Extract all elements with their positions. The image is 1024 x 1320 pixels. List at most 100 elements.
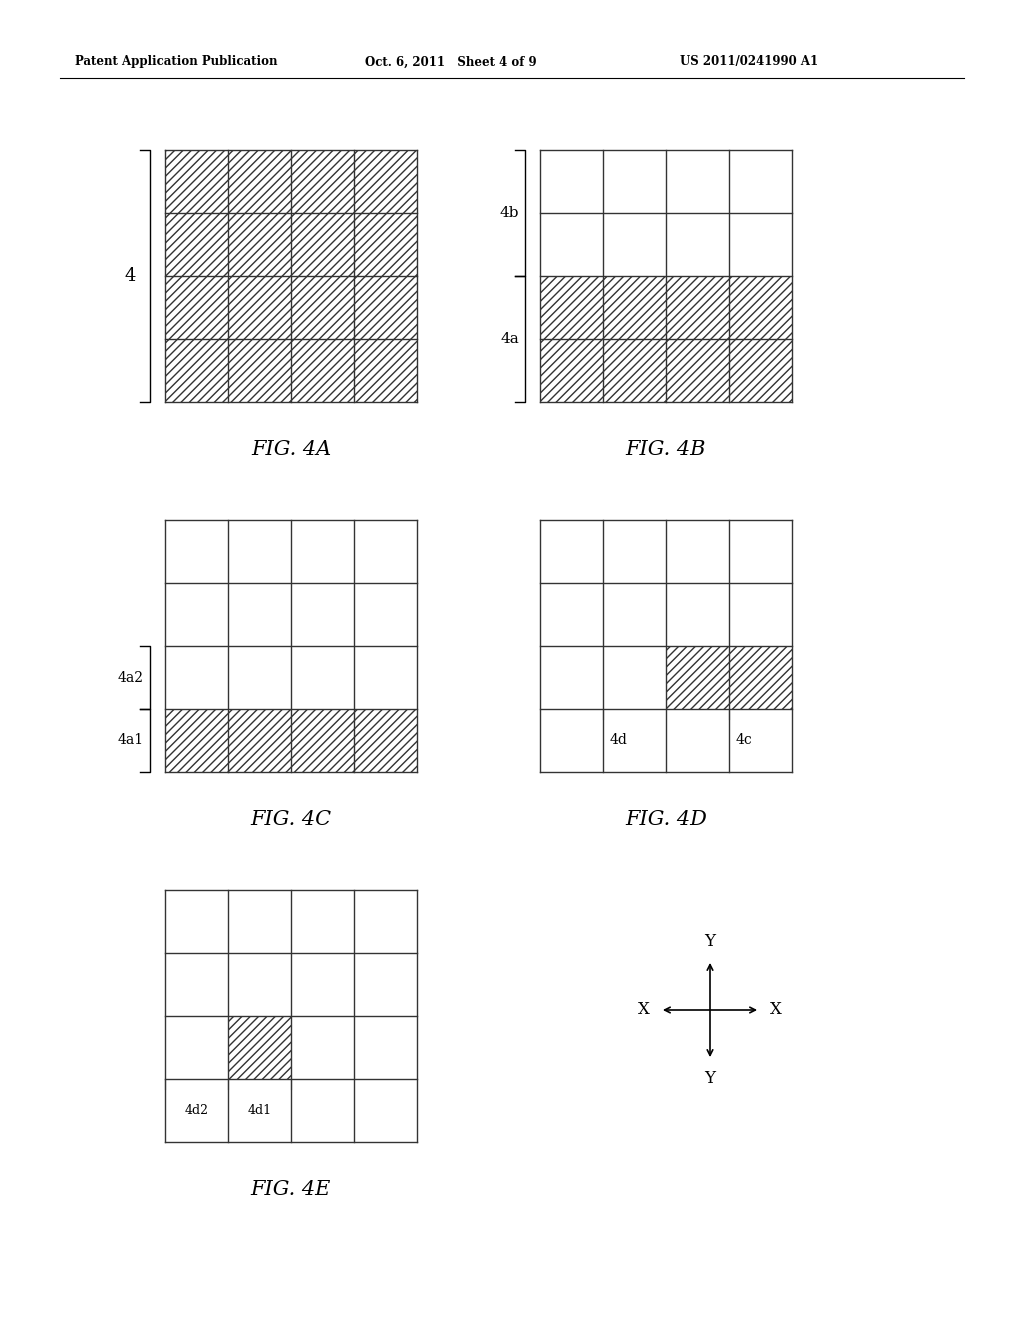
Bar xyxy=(354,520,417,583)
Bar xyxy=(540,520,603,583)
Bar xyxy=(291,276,354,339)
Bar xyxy=(291,583,354,645)
Bar xyxy=(291,520,354,583)
Bar xyxy=(666,150,729,213)
Bar xyxy=(165,213,228,276)
Bar xyxy=(666,645,729,709)
Text: 4c: 4c xyxy=(735,734,752,747)
Bar xyxy=(540,583,603,645)
Bar xyxy=(354,339,417,403)
Text: Oct. 6, 2011   Sheet 4 of 9: Oct. 6, 2011 Sheet 4 of 9 xyxy=(365,55,537,69)
Bar xyxy=(603,339,666,403)
Bar xyxy=(291,1016,354,1078)
Bar xyxy=(165,276,228,339)
Bar xyxy=(603,709,666,772)
Bar xyxy=(540,213,603,276)
Bar xyxy=(354,276,417,339)
Bar xyxy=(228,953,291,1016)
Bar xyxy=(540,709,603,772)
Text: Y: Y xyxy=(705,1071,716,1086)
Bar xyxy=(354,1078,417,1142)
Bar xyxy=(666,709,729,772)
Bar xyxy=(540,645,603,709)
Text: FIG. 4D: FIG. 4D xyxy=(625,810,707,829)
Text: 4a2: 4a2 xyxy=(118,671,144,685)
Bar xyxy=(666,583,729,645)
Bar xyxy=(729,339,792,403)
Text: X: X xyxy=(638,1002,650,1019)
Bar xyxy=(540,276,603,339)
Bar xyxy=(165,1016,228,1078)
Bar xyxy=(291,150,354,213)
Bar xyxy=(729,520,792,583)
Bar xyxy=(165,339,228,403)
Bar xyxy=(165,890,228,953)
Text: 4b: 4b xyxy=(500,206,519,220)
Bar xyxy=(729,709,792,772)
Bar xyxy=(228,150,291,213)
Bar xyxy=(603,520,666,583)
Bar xyxy=(228,645,291,709)
Bar xyxy=(291,953,354,1016)
Bar xyxy=(729,645,792,709)
Bar xyxy=(228,709,291,772)
Bar xyxy=(228,1016,291,1078)
Bar xyxy=(228,1078,291,1142)
Bar xyxy=(666,520,729,583)
Bar xyxy=(228,520,291,583)
Bar xyxy=(354,150,417,213)
Bar xyxy=(354,583,417,645)
Text: FIG. 4B: FIG. 4B xyxy=(626,440,707,459)
Bar xyxy=(603,150,666,213)
Text: Y: Y xyxy=(705,933,716,950)
Bar xyxy=(291,645,354,709)
Bar xyxy=(603,583,666,645)
Bar xyxy=(540,339,603,403)
Bar xyxy=(291,339,354,403)
Bar xyxy=(228,339,291,403)
Bar xyxy=(729,276,792,339)
Bar xyxy=(603,213,666,276)
Bar xyxy=(666,339,729,403)
Text: 4d: 4d xyxy=(609,734,627,747)
Bar xyxy=(165,645,228,709)
Text: X: X xyxy=(770,1002,782,1019)
Bar xyxy=(165,1078,228,1142)
Text: 4a1: 4a1 xyxy=(118,734,144,747)
Text: FIG. 4E: FIG. 4E xyxy=(251,1180,331,1199)
Bar xyxy=(354,645,417,709)
Bar xyxy=(165,953,228,1016)
Bar xyxy=(228,276,291,339)
Text: 4d2: 4d2 xyxy=(184,1104,209,1117)
Bar xyxy=(228,890,291,953)
Bar xyxy=(666,213,729,276)
Text: FIG. 4C: FIG. 4C xyxy=(251,810,332,829)
Bar xyxy=(291,709,354,772)
Bar xyxy=(603,645,666,709)
Bar xyxy=(354,953,417,1016)
Bar xyxy=(291,890,354,953)
Bar xyxy=(291,213,354,276)
Text: US 2011/0241990 A1: US 2011/0241990 A1 xyxy=(680,55,818,69)
Bar xyxy=(228,213,291,276)
Text: 4: 4 xyxy=(125,267,136,285)
Text: FIG. 4A: FIG. 4A xyxy=(251,440,331,459)
Bar xyxy=(354,1016,417,1078)
Bar xyxy=(291,1078,354,1142)
Bar xyxy=(729,583,792,645)
Bar xyxy=(228,583,291,645)
Bar xyxy=(165,150,228,213)
Bar xyxy=(165,583,228,645)
Bar xyxy=(729,150,792,213)
Text: Patent Application Publication: Patent Application Publication xyxy=(75,55,278,69)
Bar xyxy=(603,276,666,339)
Bar xyxy=(354,709,417,772)
Bar xyxy=(540,150,603,213)
Bar xyxy=(666,276,729,339)
Bar xyxy=(165,520,228,583)
Bar xyxy=(165,709,228,772)
Text: 4d1: 4d1 xyxy=(248,1104,271,1117)
Bar xyxy=(354,213,417,276)
Bar xyxy=(354,890,417,953)
Text: 4a: 4a xyxy=(501,333,519,346)
